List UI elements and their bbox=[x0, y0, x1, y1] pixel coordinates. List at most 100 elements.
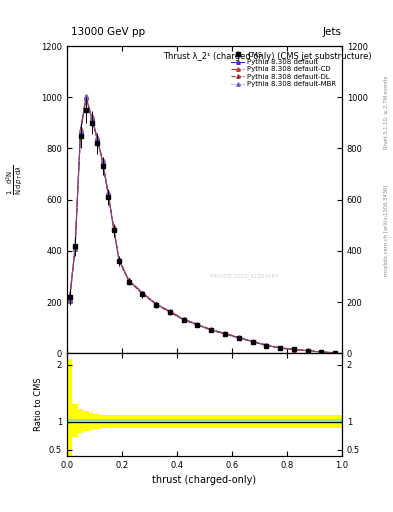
Pythia 8.308 default bbox=[305, 348, 310, 354]
Pythia 8.308 default-MBR bbox=[222, 331, 227, 337]
Pythia 8.308 default bbox=[237, 335, 241, 341]
Text: 13000 GeV pp: 13000 GeV pp bbox=[71, 27, 145, 37]
Pythia 8.308 default-MBR bbox=[182, 316, 186, 323]
Pythia 8.308 default bbox=[292, 347, 296, 353]
Pythia 8.308 default-DL bbox=[182, 317, 186, 323]
Pythia 8.308 default-CD bbox=[209, 327, 214, 333]
Pythia 8.308 default-MBR bbox=[278, 345, 283, 351]
Text: Thrust λ_2¹ (charged only) (CMS jet substructure): Thrust λ_2¹ (charged only) (CMS jet subs… bbox=[163, 52, 372, 61]
Pythia 8.308 default bbox=[95, 135, 99, 141]
Pythia 8.308 default bbox=[84, 94, 88, 100]
Pythia 8.308 default-MBR bbox=[67, 297, 72, 303]
Pythia 8.308 default-MBR bbox=[168, 309, 173, 315]
Pythia 8.308 default-MBR bbox=[111, 225, 116, 231]
Pythia 8.308 default-DL bbox=[333, 350, 338, 356]
Pythia 8.308 default-DL bbox=[140, 291, 145, 297]
Text: mcplots.cern.ch [arXiv:1306.3436]: mcplots.cern.ch [arXiv:1306.3436] bbox=[384, 185, 389, 276]
Pythia 8.308 default-DL bbox=[305, 348, 310, 354]
Pythia 8.308 default-CD bbox=[333, 350, 338, 356]
Pythia 8.308 default-DL bbox=[84, 95, 88, 101]
Legend: CMS, Pythia 8.308 default, Pythia 8.308 default-CD, Pythia 8.308 default-DL, Pyt: CMS, Pythia 8.308 default, Pythia 8.308 … bbox=[228, 50, 338, 89]
Pythia 8.308 default-DL bbox=[250, 339, 255, 345]
Pythia 8.308 default-DL bbox=[195, 322, 200, 328]
Pythia 8.308 default bbox=[154, 301, 159, 307]
Pythia 8.308 default-MBR bbox=[237, 335, 241, 341]
Pythia 8.308 default-CD bbox=[319, 349, 324, 355]
Text: $\frac{1}{\mathrm{N}}\frac{\mathrm{d}^2\mathrm{N}}{\mathrm{d}\,p_T\,\mathrm{d}\l: $\frac{1}{\mathrm{N}}\frac{\mathrm{d}^2\… bbox=[4, 164, 25, 195]
Pythia 8.308 default-CD bbox=[89, 113, 94, 119]
Pythia 8.308 default-CD bbox=[154, 301, 159, 307]
Pythia 8.308 default bbox=[127, 278, 131, 284]
Pythia 8.308 default-CD bbox=[67, 295, 72, 301]
Pythia 8.308 default-DL bbox=[127, 278, 131, 284]
Line: Pythia 8.308 default-DL: Pythia 8.308 default-DL bbox=[68, 96, 337, 354]
Pythia 8.308 default bbox=[264, 343, 269, 349]
Pythia 8.308 default-MBR bbox=[209, 327, 214, 333]
Pythia 8.308 default bbox=[195, 322, 200, 328]
Text: Jets: Jets bbox=[323, 27, 342, 37]
Pythia 8.308 default bbox=[222, 331, 227, 337]
Pythia 8.308 default-DL bbox=[67, 298, 72, 304]
Pythia 8.308 default bbox=[278, 345, 283, 351]
Pythia 8.308 default-DL bbox=[264, 343, 269, 349]
Pythia 8.308 default-CD bbox=[95, 134, 99, 140]
Pythia 8.308 default bbox=[140, 290, 145, 296]
Pythia 8.308 default-CD bbox=[78, 126, 83, 132]
Text: PRIVATE 2021_11920187: PRIVATE 2021_11920187 bbox=[210, 273, 278, 280]
Pythia 8.308 default bbox=[319, 349, 324, 355]
Pythia 8.308 default-MBR bbox=[292, 347, 296, 353]
Pythia 8.308 default bbox=[111, 225, 116, 231]
Pythia 8.308 default-DL bbox=[73, 246, 77, 252]
Text: Rivet 3.1.10, ≥ 2.7M events: Rivet 3.1.10, ≥ 2.7M events bbox=[384, 76, 389, 150]
Pythia 8.308 default-CD bbox=[237, 334, 241, 340]
Pythia 8.308 default-DL bbox=[168, 309, 173, 315]
Pythia 8.308 default-DL bbox=[154, 302, 159, 308]
Pythia 8.308 default-CD bbox=[195, 321, 200, 327]
Pythia 8.308 default-DL bbox=[78, 129, 83, 135]
Pythia 8.308 default bbox=[73, 245, 77, 251]
Pythia 8.308 default-CD bbox=[305, 348, 310, 354]
Pythia 8.308 default-CD bbox=[250, 338, 255, 344]
Pythia 8.308 default-CD bbox=[182, 316, 186, 322]
Pythia 8.308 default-DL bbox=[278, 345, 283, 351]
Pythia 8.308 default-DL bbox=[100, 159, 105, 165]
Pythia 8.308 default bbox=[250, 338, 255, 345]
Pythia 8.308 default-CD bbox=[292, 346, 296, 352]
Pythia 8.308 default-DL bbox=[292, 347, 296, 353]
Pythia 8.308 default-DL bbox=[117, 258, 121, 264]
Pythia 8.308 default-DL bbox=[111, 225, 116, 231]
Pythia 8.308 default-MBR bbox=[264, 343, 269, 349]
Pythia 8.308 default-CD bbox=[84, 93, 88, 99]
Pythia 8.308 default-CD bbox=[100, 157, 105, 163]
Pythia 8.308 default-MBR bbox=[127, 278, 131, 284]
Pythia 8.308 default-MBR bbox=[89, 114, 94, 120]
Pythia 8.308 default-MBR bbox=[117, 257, 121, 263]
Pythia 8.308 default-MBR bbox=[305, 348, 310, 354]
Pythia 8.308 default bbox=[78, 127, 83, 134]
Pythia 8.308 default-DL bbox=[95, 136, 99, 142]
Pythia 8.308 default-DL bbox=[106, 191, 110, 197]
Pythia 8.308 default-CD bbox=[140, 290, 145, 296]
Pythia 8.308 default-MBR bbox=[73, 245, 77, 251]
Pythia 8.308 default-CD bbox=[222, 330, 227, 336]
Pythia 8.308 default-MBR bbox=[78, 128, 83, 134]
Pythia 8.308 default-MBR bbox=[154, 301, 159, 307]
Pythia 8.308 default-MBR bbox=[140, 290, 145, 296]
Pythia 8.308 default bbox=[117, 257, 121, 263]
Pythia 8.308 default-MBR bbox=[319, 349, 324, 355]
Pythia 8.308 default bbox=[168, 309, 173, 315]
Pythia 8.308 default-MBR bbox=[333, 350, 338, 356]
Line: Pythia 8.308 default-CD: Pythia 8.308 default-CD bbox=[68, 94, 337, 354]
Pythia 8.308 default bbox=[89, 115, 94, 121]
Pythia 8.308 default bbox=[67, 296, 72, 303]
Pythia 8.308 default bbox=[182, 316, 186, 323]
Pythia 8.308 default-MBR bbox=[95, 135, 99, 141]
Pythia 8.308 default bbox=[209, 327, 214, 333]
Pythia 8.308 default-CD bbox=[73, 244, 77, 250]
Pythia 8.308 default bbox=[100, 158, 105, 164]
Pythia 8.308 default-CD bbox=[106, 189, 110, 195]
Pythia 8.308 default-DL bbox=[89, 115, 94, 121]
Line: Pythia 8.308 default-MBR: Pythia 8.308 default-MBR bbox=[68, 95, 337, 354]
Pythia 8.308 default-MBR bbox=[250, 338, 255, 345]
Pythia 8.308 default-CD bbox=[278, 345, 283, 351]
